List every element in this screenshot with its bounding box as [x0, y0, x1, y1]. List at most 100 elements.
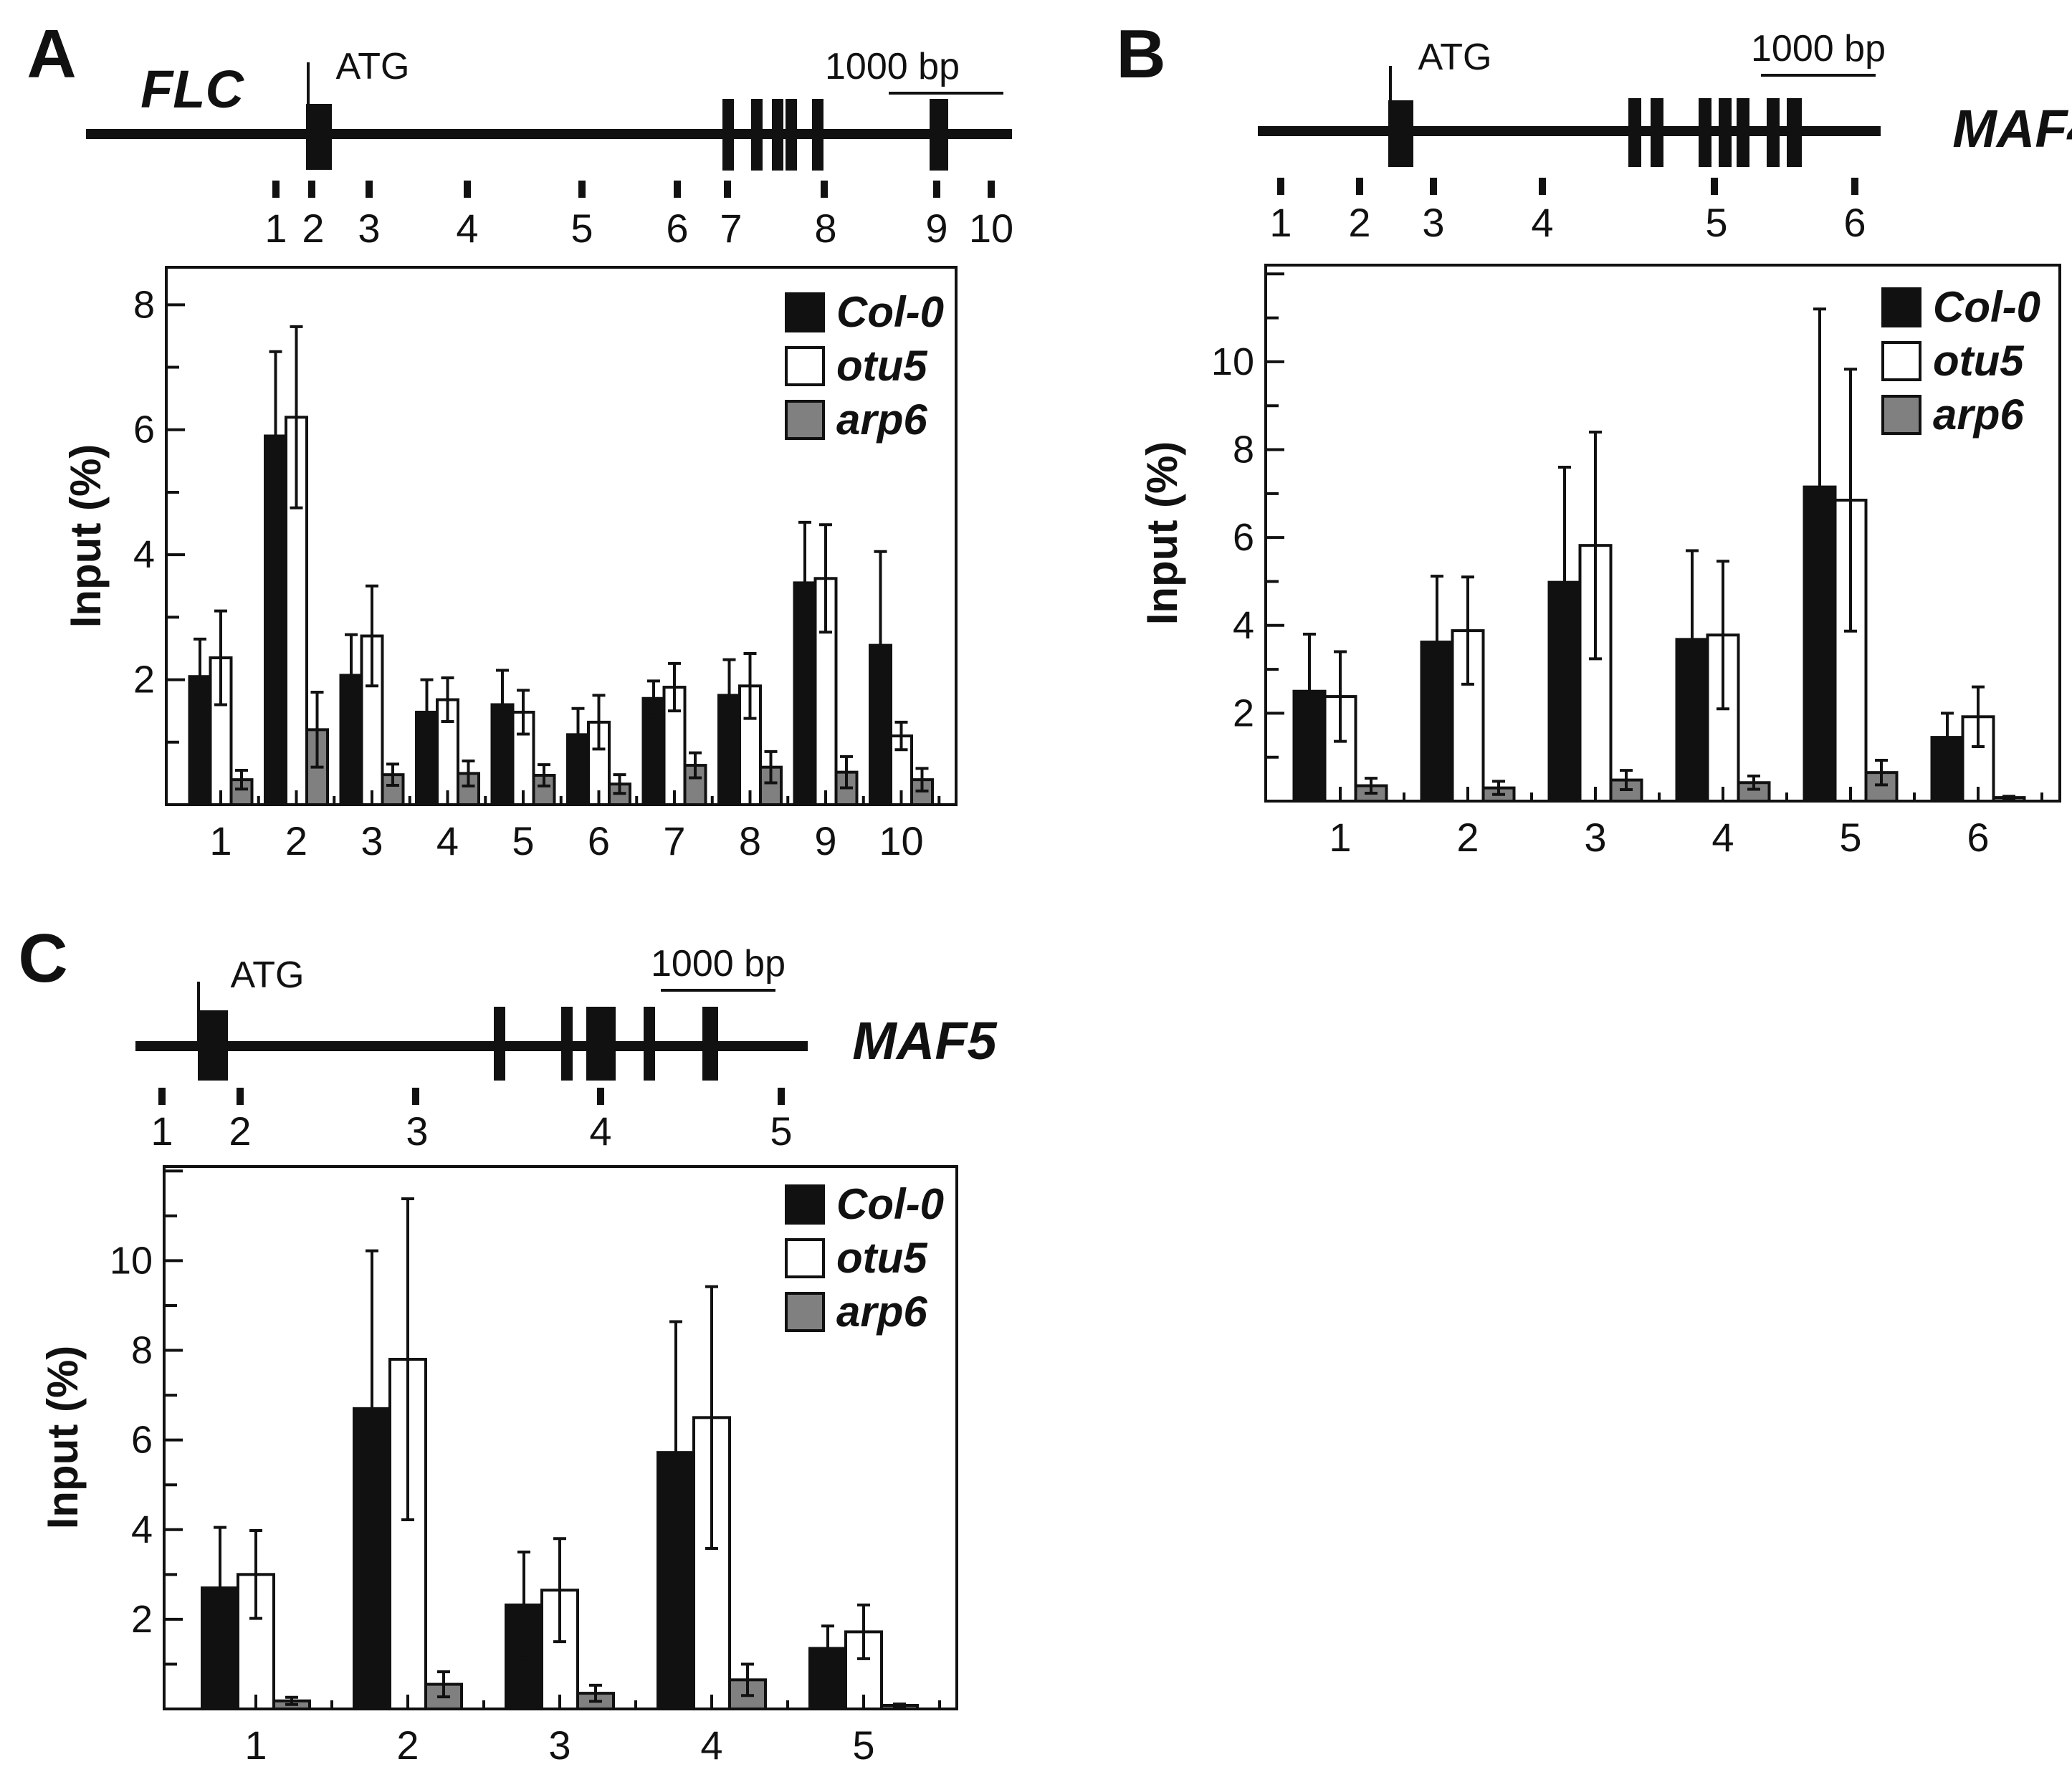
- panel-letter: B: [1116, 16, 1165, 92]
- legend-swatch-col0: [785, 292, 825, 332]
- exon: [1767, 98, 1780, 167]
- exon: [702, 1007, 718, 1081]
- exon: [1388, 100, 1413, 167]
- exon: [1699, 98, 1711, 167]
- region-label: 4: [1531, 200, 1553, 245]
- x-tick-label: 1: [1329, 815, 1351, 860]
- y-tick-label: 2: [1233, 691, 1254, 734]
- legend-swatch-col0: [785, 1184, 825, 1225]
- region-label: 7: [720, 206, 742, 251]
- x-tick-label: 2: [285, 818, 307, 863]
- region-label: 10: [969, 206, 1013, 251]
- legend-label-otu5: otu5: [1933, 337, 2025, 385]
- legend-label-col0: Col-0: [836, 288, 944, 336]
- y-tick-label: 6: [1233, 516, 1254, 559]
- region-mark: [1277, 178, 1284, 195]
- atg-label: ATG: [335, 46, 409, 87]
- region-label: 5: [1705, 200, 1727, 245]
- region-mark: [988, 181, 995, 198]
- region-mark: [272, 181, 280, 198]
- x-tick-label: 7: [663, 818, 685, 863]
- x-tick-label: 3: [361, 818, 383, 863]
- scale-bar-label: 1000 bp: [651, 943, 786, 985]
- legend-swatch-col0: [1881, 287, 1921, 327]
- chart: 2 4 6 8 1 2 3 4 5 6 7 8 9 10 Input (%) Col-0 otu5 arp6: [62, 266, 958, 863]
- region-mark: [1356, 178, 1363, 195]
- x-tick-label: 3: [1584, 815, 1606, 860]
- region-mark: [933, 181, 940, 198]
- scale-bar-label: 1000 bp: [825, 46, 960, 87]
- gene-diagram: ATG FLC 1000 bp 1 2 3 4 5 6 7 8 9 10: [86, 46, 1013, 251]
- panel-letter: A: [27, 16, 76, 92]
- x-tick-label: 4: [1711, 815, 1734, 860]
- region-mark: [308, 181, 315, 198]
- y-axis-label: Input (%): [62, 444, 110, 628]
- atg-label: ATG: [230, 954, 304, 996]
- gene-diagram: ATG MAF5 1000 bp 1 2 3 4 5: [135, 943, 998, 1154]
- region-label: 8: [814, 206, 836, 251]
- region-mark: [674, 181, 681, 198]
- region-label: 3: [406, 1108, 428, 1154]
- exon: [772, 99, 783, 171]
- x-tick-label: 1: [209, 818, 231, 863]
- x-tick-label: 9: [814, 818, 836, 863]
- exon: [494, 1007, 505, 1081]
- x-tick-label: 2: [1456, 815, 1479, 860]
- region-label: 1: [1269, 200, 1292, 245]
- region-mark: [1711, 178, 1718, 195]
- exon: [1790, 98, 1802, 167]
- region-label: 9: [925, 206, 947, 251]
- bar-otu5: [209, 656, 233, 807]
- exon: [812, 99, 823, 171]
- x-tick-label: 6: [1967, 815, 1989, 860]
- scale-bar-label: 1000 bp: [1751, 28, 1886, 70]
- x-tick-label: 5: [852, 1723, 874, 1768]
- x-tick-label: 6: [588, 818, 610, 863]
- region-mark: [464, 181, 471, 198]
- legend-label-col0: Col-0: [836, 1180, 944, 1228]
- gene-name: MAF4: [1952, 99, 2072, 158]
- gene-diagram: ATG MAF4 1000 bp 1 2 3 4 5 6: [1258, 28, 2072, 245]
- region-label: 4: [456, 206, 478, 251]
- legend-label-col0: Col-0: [1933, 283, 2040, 331]
- legend-label-otu5: otu5: [836, 342, 928, 390]
- exon: [561, 1007, 573, 1081]
- legend-swatch-arp6: [785, 400, 825, 440]
- y-tick-label: 10: [1211, 340, 1254, 383]
- y-tick-label: 2: [131, 1598, 153, 1641]
- gene-name: MAF5: [852, 1011, 998, 1071]
- x-tick-label: 10: [879, 818, 923, 863]
- region-mark: [1430, 178, 1437, 195]
- region-mark: [1539, 178, 1546, 195]
- exon: [306, 104, 332, 170]
- region-label: 6: [1843, 200, 1866, 245]
- region-mark: [578, 181, 586, 198]
- legend: Col-0 otu5 arp6: [1881, 283, 2040, 439]
- y-tick-label: 6: [133, 408, 155, 451]
- region-mark: [412, 1088, 419, 1105]
- y-axis-label: Input (%): [1138, 441, 1186, 626]
- region-mark: [821, 181, 828, 198]
- exon: [722, 99, 734, 171]
- region-label: 3: [358, 206, 380, 251]
- gene-name: FLC: [140, 59, 244, 119]
- region-label: 4: [589, 1108, 611, 1154]
- exon: [1628, 98, 1641, 167]
- legend-swatch-otu5: [785, 1238, 825, 1278]
- exon: [930, 99, 948, 171]
- panel-letter: C: [18, 920, 67, 997]
- region-mark: [1851, 178, 1858, 195]
- exon: [1651, 98, 1663, 167]
- y-tick-label: 4: [131, 1508, 153, 1551]
- x-tick-label: 4: [700, 1723, 722, 1768]
- x-tick-label: 4: [436, 818, 459, 863]
- region-label: 6: [666, 206, 688, 251]
- y-tick-label: 6: [131, 1419, 153, 1462]
- legend-label-arp6: arp6: [836, 396, 927, 444]
- region-label: 2: [229, 1108, 251, 1154]
